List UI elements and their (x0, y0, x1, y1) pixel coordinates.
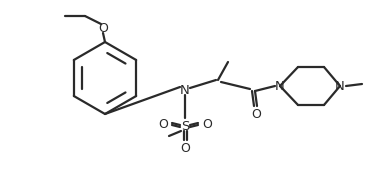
Text: N: N (275, 80, 285, 93)
Text: N: N (180, 84, 190, 97)
Text: O: O (98, 22, 108, 35)
Text: O: O (180, 142, 190, 154)
Text: O: O (158, 117, 168, 130)
Text: O: O (251, 107, 261, 121)
Text: S: S (181, 120, 189, 133)
Text: N: N (335, 80, 345, 93)
Text: O: O (202, 117, 212, 130)
